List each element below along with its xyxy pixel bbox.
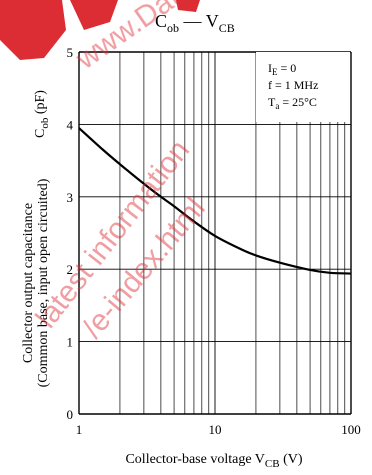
ylabel-short-unit: (pF)	[33, 90, 48, 118]
y-tick-label: 5	[67, 45, 74, 60]
annotation-box	[256, 52, 350, 122]
title-dash: —	[179, 11, 206, 31]
watermark-logo-shape-3	[176, 0, 200, 12]
xlabel-sub: CB	[265, 458, 280, 470]
y-axis-label-line2: (Common base, input open circuited)	[36, 178, 51, 387]
x-axis-label: Collector-base voltage VCB (V)	[125, 452, 302, 470]
title-right: V	[206, 11, 219, 31]
y-tick-label: 2	[67, 262, 74, 277]
annotation-line: f = 1 MHz	[268, 78, 318, 92]
y-tick-label: 4	[67, 117, 74, 132]
chart-title: Cob — VCB	[155, 11, 235, 35]
x-tick-label: 10	[209, 422, 222, 437]
annotation-line: Ta = 25°C	[268, 95, 317, 111]
y-axis-label-short: Cob (pF)	[33, 90, 51, 138]
ylabel-short-sub: ob	[39, 117, 51, 129]
annotation-line: IE = 0	[268, 61, 296, 77]
y-tick-label: 1	[67, 335, 74, 350]
watermark	[0, 0, 200, 60]
annotations: IE = 0f = 1 MHz Ta = 25°C	[268, 61, 318, 111]
series-line	[78, 127, 352, 275]
title-main-sub: ob	[167, 21, 179, 35]
xlabel-main: Collector-base voltage V	[125, 452, 264, 467]
x-tick-label: 100	[341, 422, 361, 437]
x-tick-label: 1	[76, 422, 83, 437]
y-tick-label: 3	[67, 190, 74, 205]
title-main: C	[155, 11, 167, 31]
y-axis-label-line1: Collector output capacitance	[21, 203, 36, 363]
title-right-sub: CB	[219, 21, 235, 35]
watermark-logo-shape-2	[70, 0, 118, 30]
y-tick-label: 0	[67, 407, 74, 422]
ylabel-short-main: C	[33, 129, 48, 138]
watermark-logo-shape	[0, 0, 66, 60]
xlabel-unit: (V)	[280, 452, 303, 467]
